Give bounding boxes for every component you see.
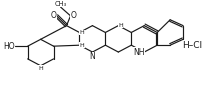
Text: CH₃: CH₃: [55, 1, 67, 7]
Text: H: H: [79, 43, 84, 48]
Text: O: O: [51, 11, 57, 20]
Text: H: H: [38, 66, 43, 71]
Text: HO: HO: [3, 42, 15, 51]
Text: H: H: [79, 30, 84, 35]
Text: O: O: [71, 11, 76, 20]
Text: N: N: [89, 52, 95, 61]
Text: NH: NH: [133, 48, 144, 57]
Text: H–Cl: H–Cl: [182, 41, 202, 50]
Text: H: H: [118, 23, 123, 28]
